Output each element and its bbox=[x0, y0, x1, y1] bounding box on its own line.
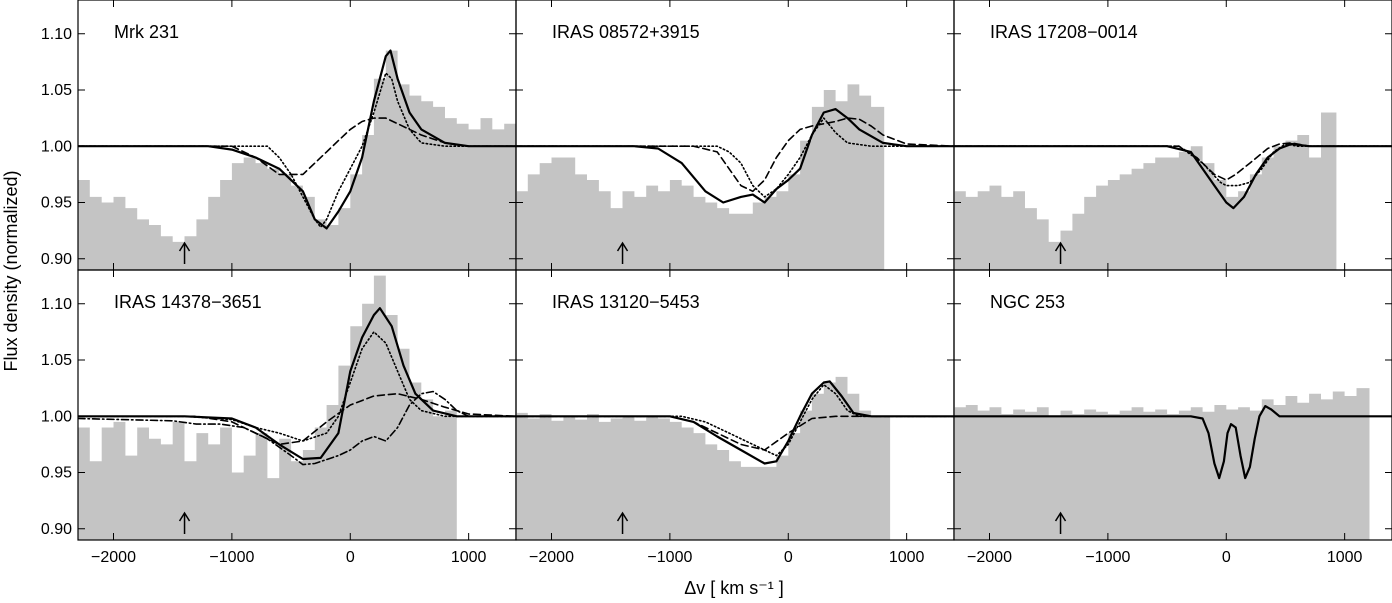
x-tick-label: 1000 bbox=[889, 549, 925, 566]
panel-title: IRAS 13120−5453 bbox=[552, 292, 700, 312]
y-tick-label: 1.05 bbox=[41, 82, 72, 99]
model-line-solid bbox=[78, 307, 516, 461]
arrow-head bbox=[1054, 241, 1067, 252]
x-tick-label: 1000 bbox=[1327, 549, 1363, 566]
x-tick-label: −1000 bbox=[209, 549, 254, 566]
y-tick-label: 0.95 bbox=[41, 195, 72, 212]
model-line-solid bbox=[516, 108, 954, 204]
x-tick-label: −1000 bbox=[647, 549, 692, 566]
panel-title: IRAS 08572+3915 bbox=[552, 22, 700, 42]
panel-6: −2000 −1000 0 1000 NGC 253 bbox=[953, 269, 1392, 566]
panel-plot-area bbox=[516, 84, 954, 270]
panel-plot-area bbox=[954, 388, 1392, 540]
model-line-dotted bbox=[78, 331, 516, 442]
x-tick-label: 0 bbox=[1222, 549, 1231, 566]
panel-2: IRAS 08572+3915 bbox=[515, 0, 955, 271]
observed-spectrum bbox=[78, 275, 457, 540]
x-tick-label: −2000 bbox=[967, 549, 1012, 566]
y-tick-label: 1.05 bbox=[41, 352, 72, 369]
y-axis-label: Flux density (normalized) bbox=[1, 170, 21, 371]
panel-title: IRAS 14378−3651 bbox=[114, 292, 262, 312]
model-line-dashed bbox=[78, 392, 516, 446]
panel-plot-area bbox=[78, 49, 516, 270]
observed-spectrum bbox=[516, 376, 891, 540]
arrow-head bbox=[1054, 511, 1067, 522]
x-tick-label: −2000 bbox=[529, 549, 574, 566]
panel-frame bbox=[953, 269, 1392, 541]
panel-1: 0.90 0.95 1.00 1.05 1.10 Mrk 231 bbox=[41, 0, 517, 271]
model-line-dotted bbox=[516, 117, 954, 198]
model-line-dashdot bbox=[78, 390, 516, 466]
panel-3: IRAS 17208−0014 bbox=[953, 0, 1392, 271]
model-line-dotted bbox=[78, 72, 516, 228]
observed-spectrum bbox=[954, 388, 1370, 540]
y-tick-label: 1.10 bbox=[41, 296, 72, 313]
panel-4: −2000 −1000 0 1000 0.90 0.95 1.00 1.05 1.10 IRAS … bbox=[41, 269, 517, 566]
y-tick-label: 1.10 bbox=[41, 26, 72, 43]
y-tick-label: 0.95 bbox=[41, 465, 72, 482]
y-tick-label: 0.90 bbox=[41, 251, 72, 268]
x-tick-label: 0 bbox=[346, 549, 355, 566]
model-line-dotted bbox=[954, 143, 1392, 187]
observed-spectrum bbox=[954, 112, 1337, 270]
model-line-dashed bbox=[954, 142, 1392, 181]
x-tick-label: 1000 bbox=[451, 549, 487, 566]
observed-spectrum bbox=[78, 50, 516, 270]
arrow-head bbox=[178, 511, 191, 522]
model-line-dashed bbox=[78, 117, 516, 176]
y-tick-label: 1.00 bbox=[41, 138, 72, 155]
panel-plot-area bbox=[516, 376, 954, 540]
panel-5: −2000 −1000 0 1000 IRAS 13120−5453 bbox=[515, 269, 955, 566]
x-tick-label: 0 bbox=[784, 549, 793, 566]
arrow-head bbox=[616, 511, 629, 522]
panel-title: NGC 253 bbox=[990, 292, 1065, 312]
x-tick-label: −2000 bbox=[91, 549, 136, 566]
y-tick-label: 0.90 bbox=[41, 521, 72, 538]
panel-title: Mrk 231 bbox=[114, 22, 179, 42]
model-line-dashed bbox=[516, 117, 954, 193]
x-axis-label: Δv [ km s⁻¹ ] bbox=[684, 578, 784, 598]
panel-title: IRAS 17208−0014 bbox=[990, 22, 1138, 42]
x-tick-label: −1000 bbox=[1085, 549, 1130, 566]
model-line-solid bbox=[954, 405, 1392, 480]
arrow-head bbox=[616, 241, 629, 252]
panel-plot-area bbox=[78, 275, 516, 540]
arrow-head bbox=[178, 241, 191, 252]
y-tick-label: 1.00 bbox=[41, 408, 72, 425]
observed-spectrum bbox=[516, 84, 885, 270]
model-line-solid bbox=[78, 49, 516, 230]
panels-layer: 0.90 0.95 1.00 1.05 1.10 Mrk 231 IRAS 08572+39… bbox=[41, 0, 1392, 566]
panel-plot-area bbox=[954, 112, 1392, 270]
